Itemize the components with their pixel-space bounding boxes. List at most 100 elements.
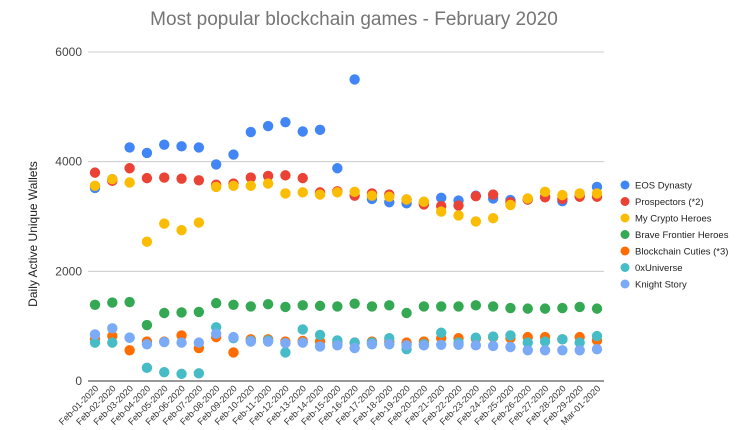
data-point bbox=[245, 180, 256, 191]
data-point bbox=[297, 300, 308, 311]
data-point bbox=[418, 196, 430, 207]
data-point bbox=[89, 167, 101, 178]
data-point bbox=[591, 343, 603, 355]
data-point bbox=[89, 299, 101, 310]
data-point bbox=[487, 331, 499, 342]
data-point bbox=[436, 327, 447, 338]
data-point bbox=[418, 301, 430, 312]
data-point bbox=[262, 299, 274, 310]
legend-marker bbox=[620, 279, 630, 289]
data-point bbox=[453, 210, 464, 221]
legend-marker bbox=[620, 197, 630, 206]
data-point bbox=[470, 332, 482, 343]
legend-label: Prospectors (*2) bbox=[635, 197, 704, 208]
data-point bbox=[574, 345, 585, 356]
data-point bbox=[228, 347, 239, 358]
legend-label: My Crypto Heroes bbox=[635, 214, 712, 225]
data-point bbox=[436, 301, 447, 312]
data-point bbox=[228, 299, 239, 310]
data-point bbox=[245, 336, 256, 347]
data-point bbox=[557, 334, 568, 345]
data-point bbox=[176, 225, 187, 236]
legend-label: Blockchain Cuties (*3) bbox=[635, 247, 728, 258]
data-point bbox=[107, 174, 118, 185]
data-point bbox=[539, 186, 551, 198]
data-point bbox=[418, 340, 430, 351]
data-point bbox=[141, 236, 153, 247]
data-point bbox=[332, 187, 343, 198]
data-point bbox=[193, 337, 205, 348]
data-point bbox=[176, 307, 187, 318]
data-point bbox=[176, 141, 187, 152]
data-point bbox=[262, 178, 274, 189]
data-point bbox=[124, 142, 135, 153]
data-point bbox=[487, 340, 499, 352]
data-point bbox=[159, 336, 170, 348]
data-point bbox=[280, 337, 291, 349]
data-point bbox=[401, 307, 412, 319]
data-point bbox=[574, 337, 585, 348]
legend-marker bbox=[620, 263, 630, 272]
data-point bbox=[349, 74, 360, 85]
data-point bbox=[210, 159, 222, 170]
legend-marker bbox=[620, 180, 630, 190]
y-axis-ticks: 0 2000 4000 6000 bbox=[55, 45, 82, 388]
y-tick-label: 0 bbox=[75, 374, 82, 388]
data-point bbox=[176, 337, 187, 348]
data-point bbox=[107, 323, 118, 334]
data-point bbox=[591, 330, 603, 342]
data-point bbox=[228, 331, 239, 343]
data-point bbox=[159, 139, 170, 150]
data-point bbox=[89, 180, 101, 191]
data-point bbox=[539, 345, 551, 356]
data-point bbox=[314, 341, 326, 352]
data-point bbox=[193, 142, 205, 153]
data-point bbox=[297, 324, 308, 335]
data-point bbox=[505, 341, 516, 353]
data-point bbox=[124, 296, 135, 308]
data-point bbox=[487, 189, 499, 200]
data-point bbox=[280, 116, 291, 128]
data-point bbox=[262, 120, 274, 132]
data-point bbox=[314, 124, 326, 136]
data-point bbox=[539, 303, 551, 314]
data-point bbox=[366, 190, 378, 201]
data-point bbox=[332, 340, 343, 351]
data-point bbox=[470, 300, 482, 311]
data-point bbox=[436, 192, 447, 204]
data-point bbox=[574, 301, 585, 313]
data-point bbox=[349, 298, 360, 309]
data-point bbox=[557, 345, 568, 356]
data-point bbox=[314, 189, 326, 200]
data-point bbox=[349, 342, 360, 354]
data-point bbox=[280, 188, 291, 199]
x-axis-ticks: Feb-01-2020Feb-02-2020Feb-03-2020Feb-04-… bbox=[57, 383, 603, 427]
legend-marker bbox=[620, 230, 630, 239]
data-point bbox=[470, 191, 482, 202]
data-point bbox=[228, 180, 239, 191]
data-point bbox=[384, 339, 395, 350]
data-point bbox=[193, 175, 205, 186]
data-point bbox=[280, 170, 291, 181]
data-point bbox=[176, 368, 187, 380]
data-point bbox=[280, 301, 291, 313]
legend: EOS Dynasty Prospectors (*2) My Crypto Her… bbox=[620, 180, 729, 291]
data-point bbox=[193, 306, 205, 318]
data-point bbox=[297, 172, 308, 184]
series-0 bbox=[89, 74, 603, 209]
data-point bbox=[210, 328, 222, 340]
data-point bbox=[107, 337, 118, 348]
data-point bbox=[262, 170, 274, 182]
data-points bbox=[89, 74, 603, 380]
data-point bbox=[314, 329, 326, 341]
data-point bbox=[193, 217, 205, 228]
data-point bbox=[141, 339, 153, 350]
data-point bbox=[280, 347, 291, 358]
data-point bbox=[124, 332, 135, 343]
data-point bbox=[487, 212, 499, 224]
data-point bbox=[591, 188, 603, 199]
data-point bbox=[297, 126, 308, 137]
data-point bbox=[141, 362, 153, 374]
data-point bbox=[505, 330, 516, 341]
